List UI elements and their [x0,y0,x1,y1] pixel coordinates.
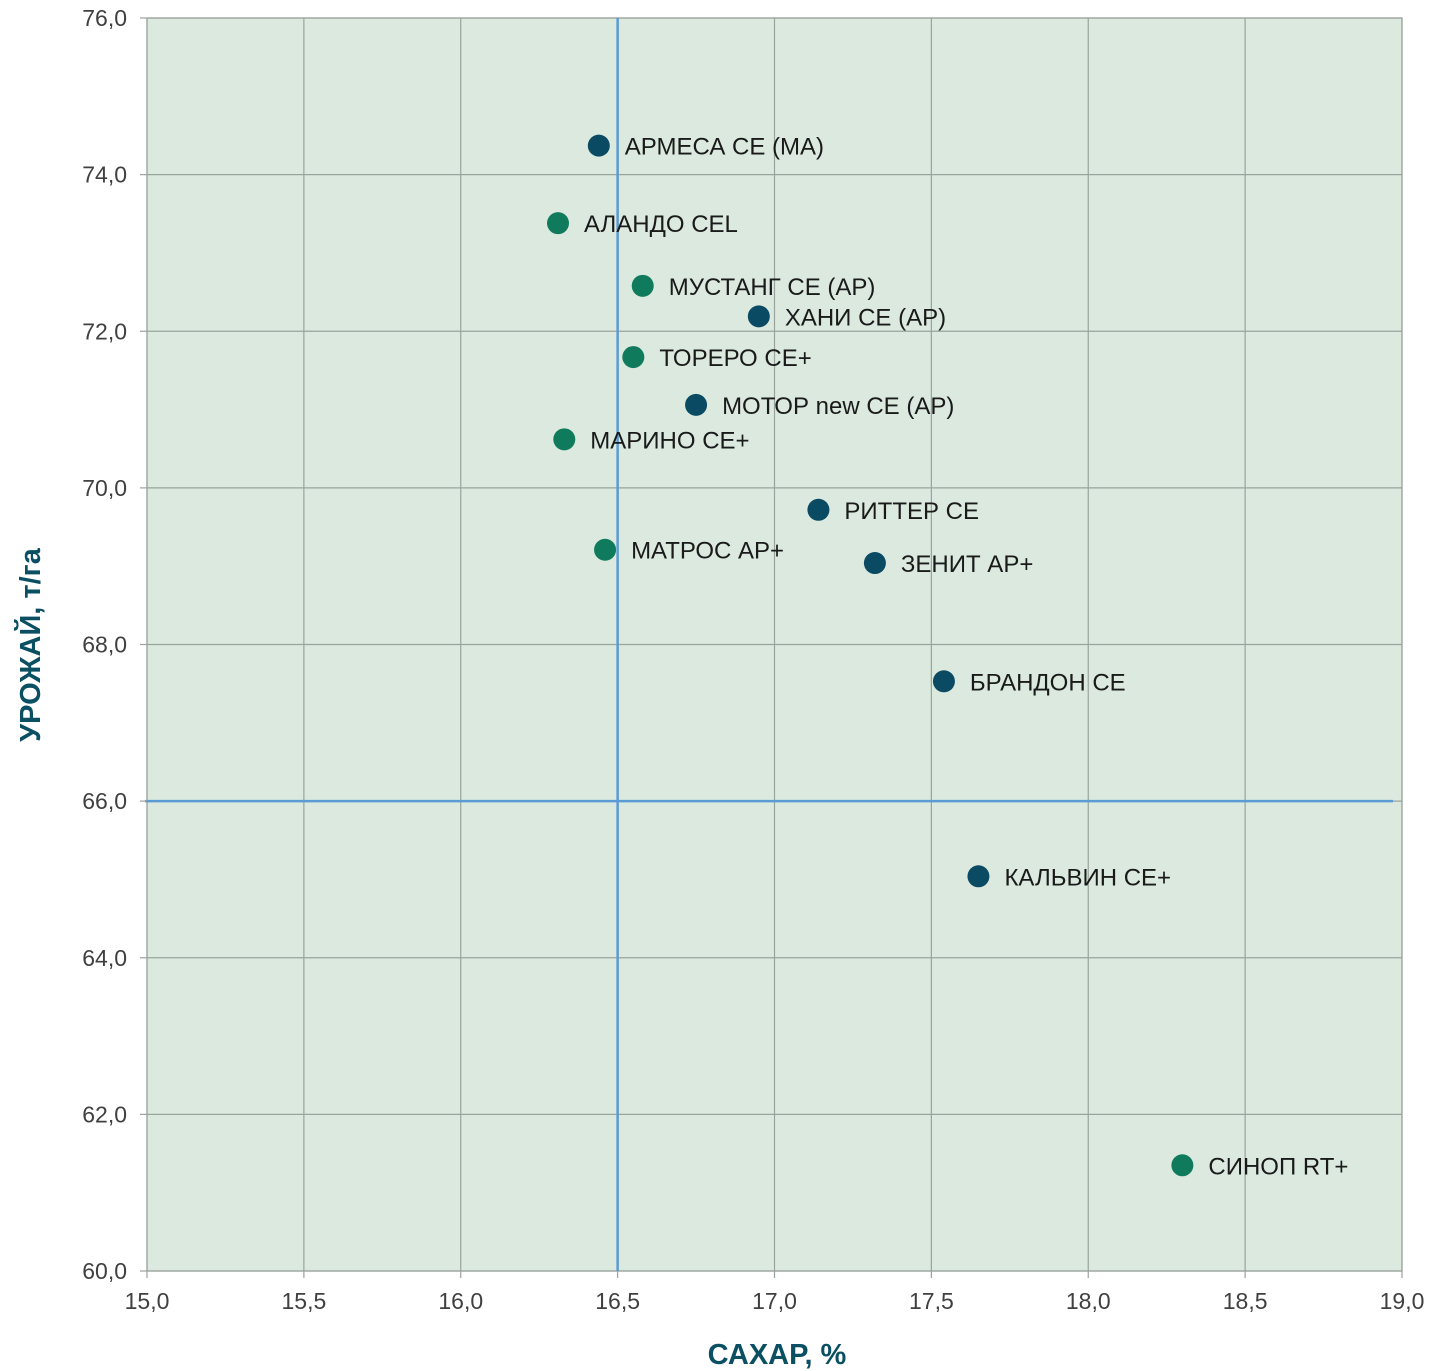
y-tick-label: 68,0 [82,632,127,658]
point-label: МОТОР new СЕ (АР) [722,393,954,420]
x-tick-label: 18,5 [1223,1288,1268,1314]
point-label: БРАНДОН СЕ [970,669,1126,696]
data-point [807,498,830,521]
y-axis-title: УРОЖАЙ, т/га [13,547,47,742]
y-tick-label: 76,0 [82,5,127,31]
point-label: МАТРОС АР+ [631,538,784,565]
x-tick-label: 17,0 [752,1288,797,1314]
x-tick-label: 18,0 [1066,1288,1111,1314]
reference-lines [145,18,1393,1271]
y-tick-label: 64,0 [82,945,127,971]
y-tick-label: 72,0 [82,318,127,344]
data-point [932,670,955,693]
data-point [747,305,770,328]
data-point [685,393,708,416]
data-point [631,274,654,297]
y-tick-label: 66,0 [82,788,127,814]
y-tick-label: 60,0 [82,1258,127,1284]
data-point [967,865,990,888]
point-label: МУСТАНГ СЕ (АР) [669,274,876,301]
x-tick-label: 16,0 [438,1288,483,1314]
y-tick-label: 74,0 [82,162,127,188]
point-label: АРМЕСА СЕ (МА) [625,134,824,161]
point-label: ТОРЕРО СЕ+ [659,345,811,372]
point-label: ХАНИ СЕ (АР) [785,304,946,331]
point-label: МАРИНО СЕ+ [590,427,749,454]
data-point [863,552,886,575]
point-label: КАЛЬВИН СЕ+ [1004,864,1171,891]
x-tick-label: 15,5 [281,1288,326,1314]
point-label: ЗЕНИТ АР+ [901,551,1033,578]
x-axis-title: САХАР, % [708,1339,847,1371]
y-tick-label: 62,0 [82,1101,127,1127]
point-label: АЛАНДО CEL [584,211,738,238]
point-label: СИНОП RT+ [1208,1153,1348,1180]
point-label: РИТТЕР СЕ [844,498,979,525]
x-axis-ticks: 15,0 15,5 16,0 16,5 17,0 17,5 18,0 18,5 19,0 [125,1271,1425,1314]
data-point [547,212,570,235]
data-point [553,428,576,451]
data-points: АРМЕСА СЕ (МА) АЛАНДО CEL МУСТАНГ СЕ (АР) Х… [547,134,1348,1180]
x-tick-label: 16,5 [595,1288,640,1314]
data-point [1171,1154,1194,1177]
x-tick-label: 19,0 [1380,1288,1425,1314]
y-tick-label: 70,0 [82,475,127,501]
data-point [622,346,645,369]
y-axis-ticks: 60,0 62,0 64,0 66,0 68,0 70,0 72,0 74,0 76,0 [82,5,147,1284]
x-tick-label: 17,5 [909,1288,954,1314]
data-point [587,134,610,157]
x-tick-label: 15,0 [125,1288,170,1314]
data-point [594,538,617,561]
